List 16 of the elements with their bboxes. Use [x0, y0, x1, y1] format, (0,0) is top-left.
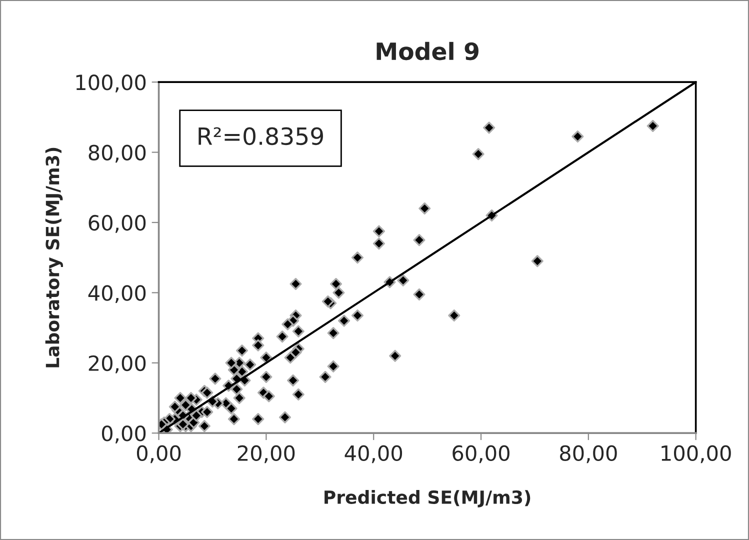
annotation: R²=0.8359 — [198, 127, 323, 146]
y-tick-label: 100,00 — [76, 74, 146, 92]
x-tick-label: 40,00 — [344, 445, 402, 464]
y-tick-label: 20,00 — [88, 355, 146, 374]
x-tick-label: 0,00 — [136, 445, 181, 464]
y-tick-label: 80,00 — [88, 144, 146, 163]
x-tick-label: 80,00 — [560, 445, 617, 464]
y-tick-label: 0,00 — [102, 426, 146, 444]
x-tick-label: 100,00 — [662, 445, 731, 464]
y-axis-title: Laboratory SE(MJ/m3) — [45, 148, 63, 368]
x-tick-label: 60,00 — [452, 445, 510, 464]
x-axis-title: Predicted SE(MJ/m3) — [324, 490, 530, 508]
y-tick-label: 60,00 — [88, 214, 146, 233]
chart-title: Model 9 — [376, 42, 478, 60]
x-tick-label: 20,00 — [238, 445, 295, 464]
y-tick-label: 40,00 — [88, 285, 146, 304]
